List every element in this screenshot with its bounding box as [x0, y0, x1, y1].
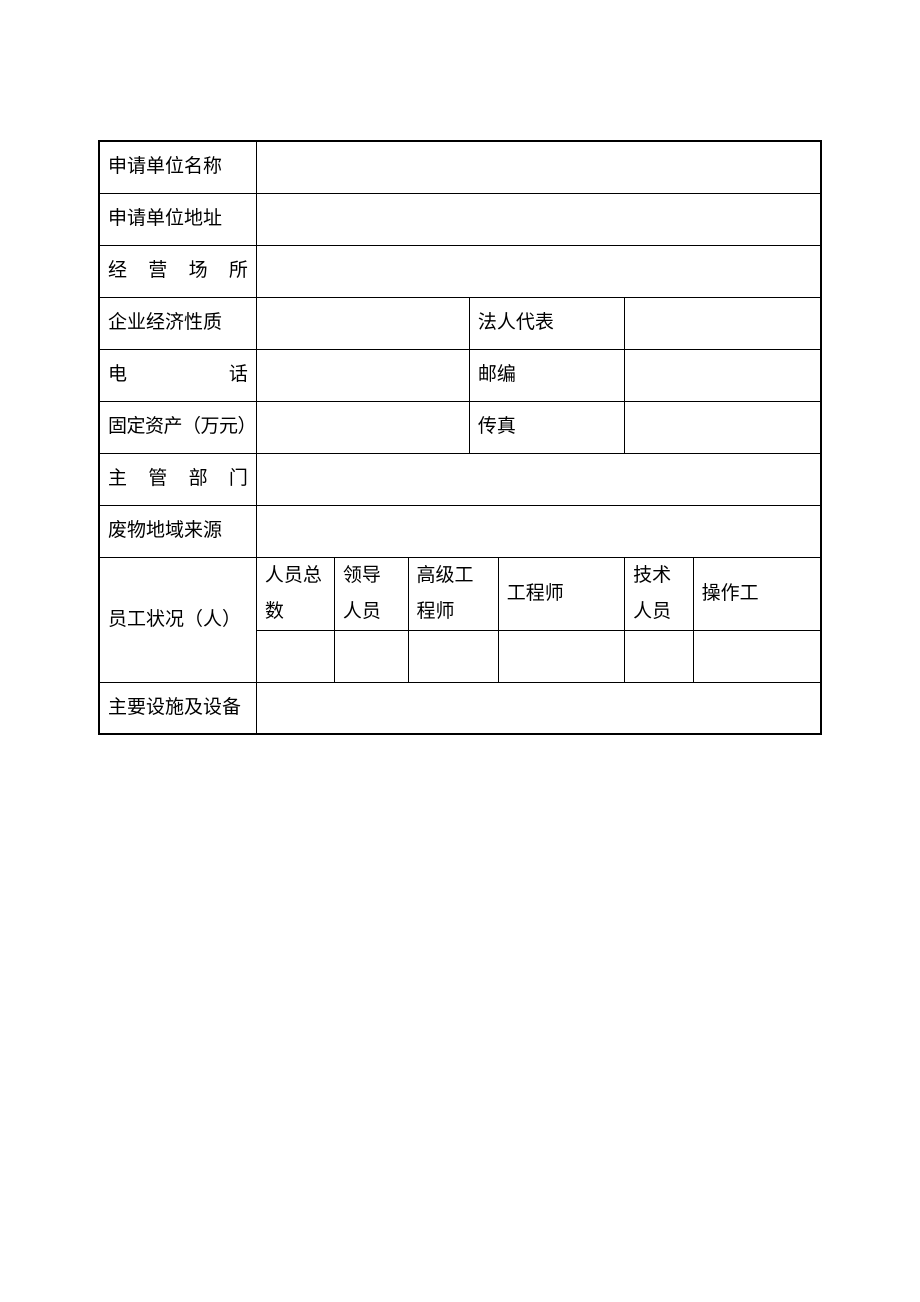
- staff-col-engineer: 工程师: [498, 557, 624, 630]
- staff-col-tech: 技术人员: [625, 557, 694, 630]
- value-facilities[interactable]: [256, 682, 821, 734]
- row-waste-origin: 废物地域来源: [99, 505, 821, 557]
- staff-val-tech[interactable]: [625, 630, 694, 682]
- staff-val-total[interactable]: [256, 630, 334, 682]
- staff-val-operator[interactable]: [693, 630, 821, 682]
- staff-col-total: 人员总数: [256, 557, 334, 630]
- staff-col-leaders: 领导人员: [334, 557, 408, 630]
- label-unit-address: 申请单位地址: [99, 193, 256, 245]
- label-phone-text: 电话: [108, 357, 248, 393]
- value-waste-origin[interactable]: [256, 505, 821, 557]
- staff-val-senior-eng[interactable]: [408, 630, 498, 682]
- label-fixed-assets: 固定资产（万元）: [99, 401, 256, 453]
- value-fax[interactable]: [625, 401, 821, 453]
- value-business-place[interactable]: [256, 245, 821, 297]
- row-fixed-assets: 固定资产（万元） 传真: [99, 401, 821, 453]
- row-staff-header: 员工状况（人） 人员总数 领导人员 高级工程师 工程师 技术人员 操作工: [99, 557, 821, 630]
- label-legal-rep: 法人代表: [469, 297, 624, 349]
- row-economic-nature: 企业经济性质 法人代表: [99, 297, 821, 349]
- staff-col-senior-eng: 高级工程师: [408, 557, 498, 630]
- staff-col-operator: 操作工: [693, 557, 821, 630]
- row-business-place: 经营场所: [99, 245, 821, 297]
- row-unit-address: 申请单位地址: [99, 193, 821, 245]
- label-facilities: 主要设施及设备: [99, 682, 256, 734]
- row-facilities: 主要设施及设备: [99, 682, 821, 734]
- label-phone: 电话: [99, 349, 256, 401]
- value-unit-name[interactable]: [256, 141, 821, 193]
- row-unit-name: 申请单位名称: [99, 141, 821, 193]
- label-authority-text: 主管部门: [108, 461, 248, 497]
- label-business-place-text: 经营场所: [108, 253, 248, 289]
- label-waste-origin: 废物地域来源: [99, 505, 256, 557]
- form-table: 申请单位名称 申请单位地址 经营场所 企业经济性质 法人代表 电话 邮编: [98, 140, 822, 735]
- value-unit-address[interactable]: [256, 193, 821, 245]
- value-legal-rep[interactable]: [625, 297, 821, 349]
- page: 申请单位名称 申请单位地址 经营场所 企业经济性质 法人代表 电话 邮编: [0, 0, 920, 1302]
- staff-val-leaders[interactable]: [334, 630, 408, 682]
- row-phone: 电话 邮编: [99, 349, 821, 401]
- value-authority[interactable]: [256, 453, 821, 505]
- label-unit-name: 申请单位名称: [99, 141, 256, 193]
- label-authority: 主管部门: [99, 453, 256, 505]
- value-phone[interactable]: [256, 349, 469, 401]
- label-postcode: 邮编: [469, 349, 624, 401]
- value-economic-nature[interactable]: [256, 297, 469, 349]
- row-authority: 主管部门: [99, 453, 821, 505]
- value-fixed-assets[interactable]: [256, 401, 469, 453]
- label-economic-nature: 企业经济性质: [99, 297, 256, 349]
- value-postcode[interactable]: [625, 349, 821, 401]
- label-business-place: 经营场所: [99, 245, 256, 297]
- label-staff: 员工状况（人）: [99, 557, 256, 682]
- staff-val-engineer[interactable]: [498, 630, 624, 682]
- label-fax: 传真: [469, 401, 624, 453]
